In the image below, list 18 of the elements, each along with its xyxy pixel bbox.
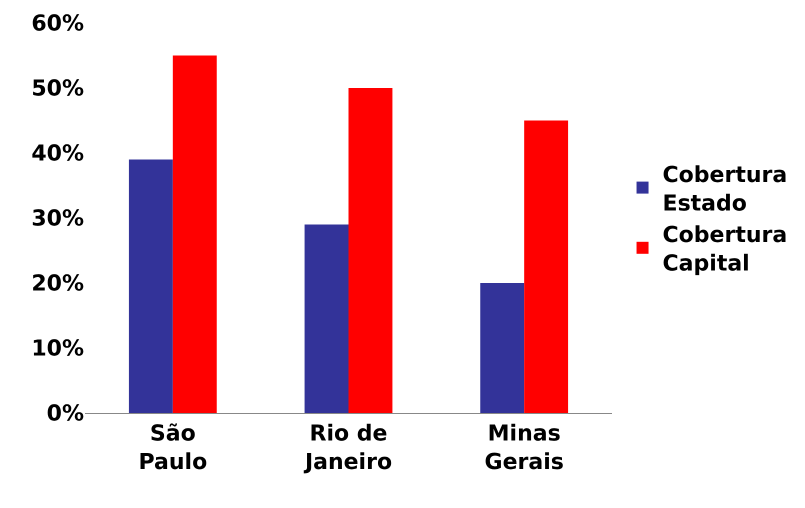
- x-tick-label: São Paulo: [138, 421, 208, 475]
- x-tick-label: Rio de Janeiro: [302, 421, 392, 475]
- y-tick-label: 0%: [46, 402, 84, 427]
- bar: [128, 160, 173, 413]
- x-tick-label: Minas Gerais: [484, 421, 564, 475]
- legend-label: Cobertura Capital: [662, 223, 788, 277]
- bar: [524, 120, 568, 413]
- y-tick-label: 40%: [31, 142, 84, 167]
- bar: [480, 283, 524, 413]
- y-tick-label: 60%: [31, 12, 84, 37]
- y-tick-label: 30%: [31, 206, 84, 232]
- y-tick-label: 50%: [31, 76, 84, 102]
- bar: [348, 88, 392, 413]
- bar: [172, 56, 217, 413]
- bar: [304, 224, 348, 413]
- y-tick-label: 20%: [31, 272, 84, 297]
- legend-label: Cobertura Estado: [662, 162, 788, 216]
- y-tick-label: 10%: [31, 336, 84, 362]
